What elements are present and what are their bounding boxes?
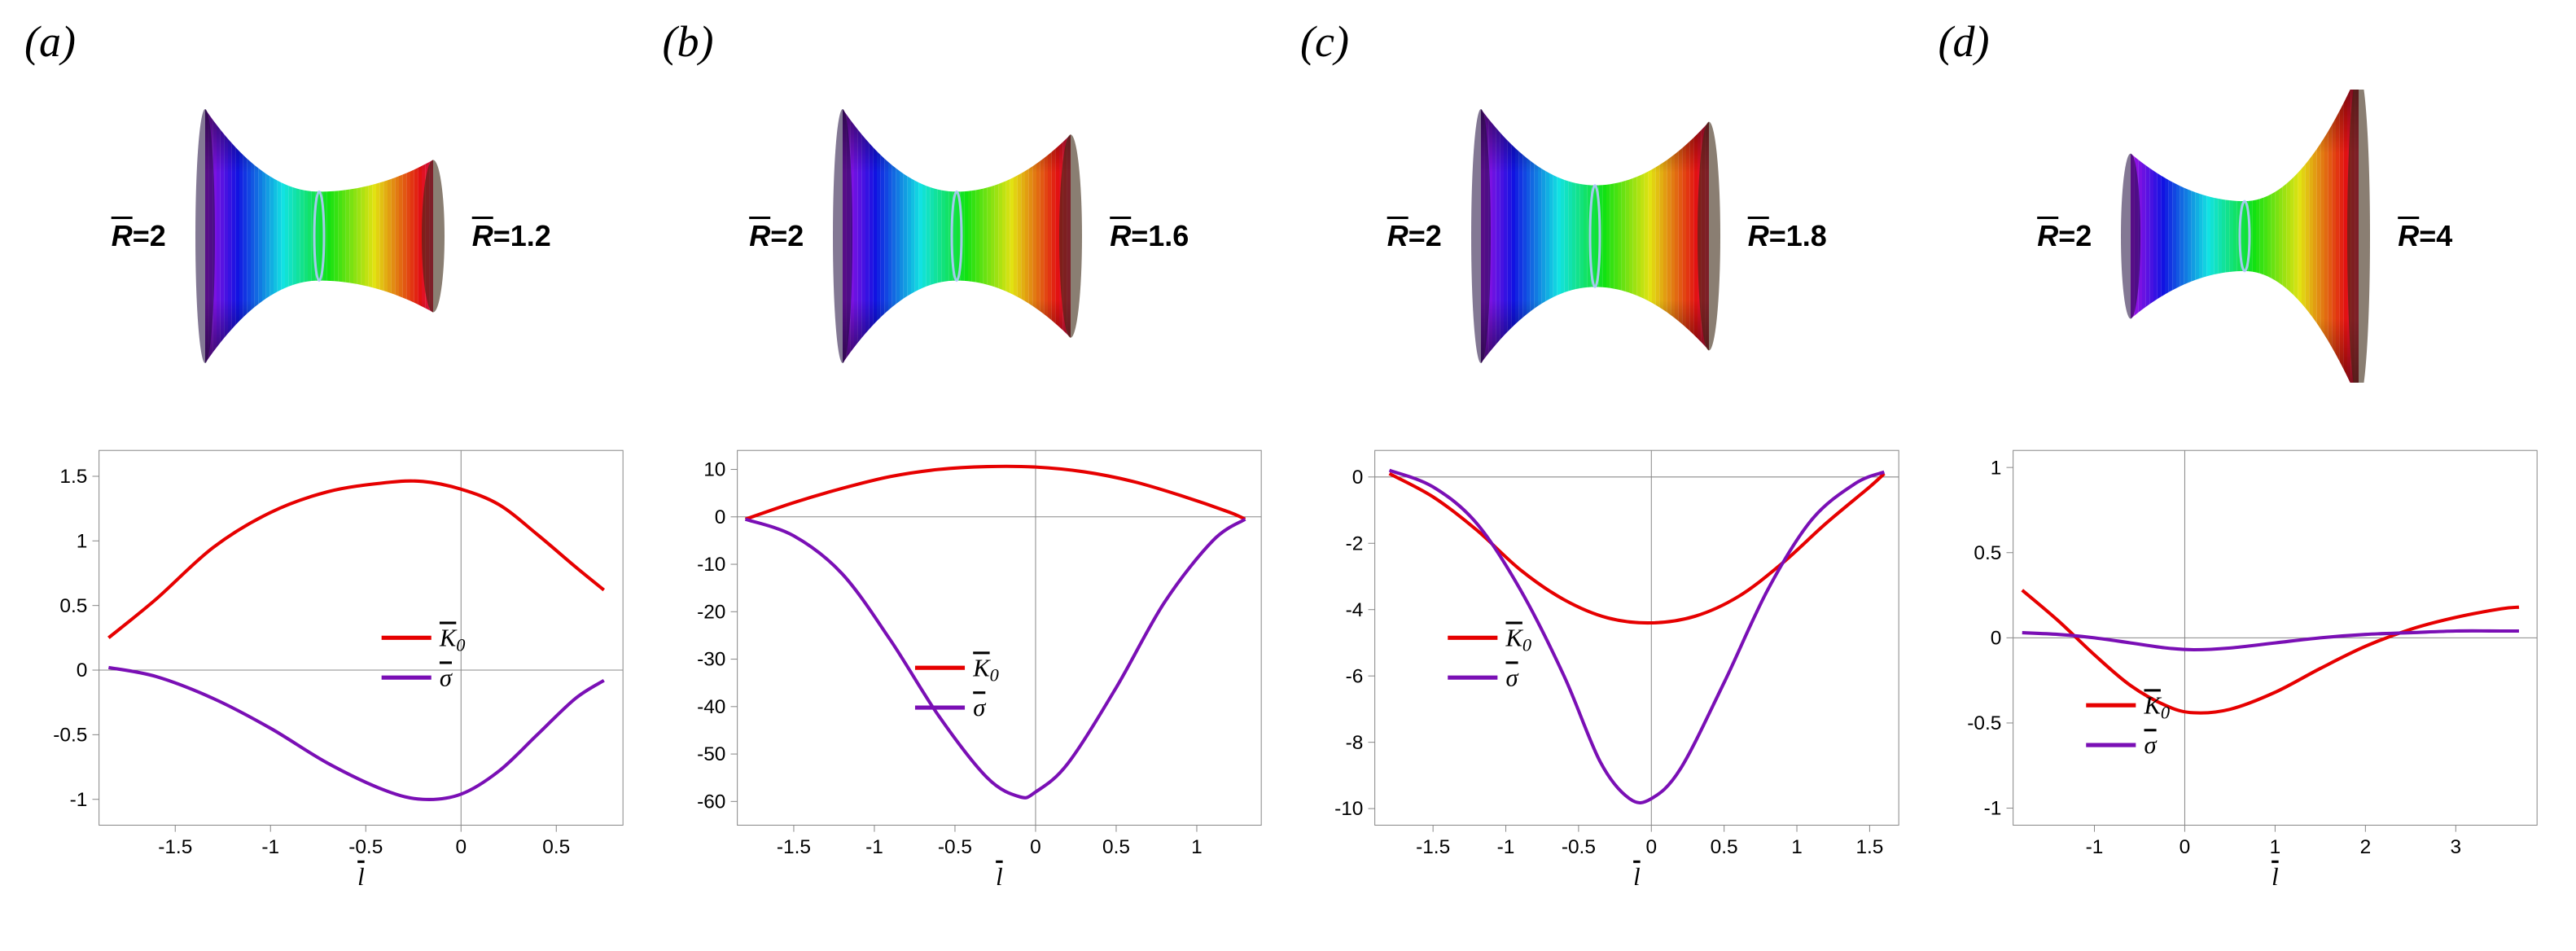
wormhole-shape [1448,90,1741,383]
svg-text:0.5: 0.5 [542,836,570,858]
wormhole-shape [173,90,466,383]
wormhole-shape [810,90,1103,383]
figure-grid: (a) R=2 R=1.2 -1.5 -1 -0.5 0 0.5 -1 -0.5 0 0.5 1 1.5 l… [24,16,2552,912]
svg-text:1.5: 1.5 [1855,836,1883,858]
chart-wrap: -1 0 1 2 3 -1 -0.5 0 0.5 1 l K0 σ [1939,423,2552,912]
svg-text:-4: -4 [1346,599,1364,621]
svg-text:-1.5: -1.5 [1416,836,1450,858]
shape-row: R=2 R=1.8 [1300,16,1914,423]
svg-text:-1: -1 [261,836,279,858]
chart: -1.5-1-0.500.511.5-10-8-6-4-20lK0σ [1300,423,1914,912]
svg-text:0: 0 [714,506,725,528]
svg-text:-60: -60 [697,791,725,813]
svg-text:K0: K0 [1505,625,1532,655]
r-label-right: R=1.8 [1748,219,1827,253]
svg-text:-10: -10 [1334,798,1363,820]
svg-text:0: 0 [77,660,88,681]
svg-text:σ: σ [440,664,453,691]
svg-text:-10: -10 [697,554,725,576]
svg-text:-8: -8 [1346,732,1364,754]
svg-text:0: 0 [455,836,467,858]
svg-text:0: 0 [1645,836,1657,858]
svg-text:-0.5: -0.5 [53,725,87,747]
svg-text:2: 2 [2359,836,2371,858]
svg-text:-2: -2 [1346,532,1364,554]
chart-wrap: -1.5-1-0.500.5-1-0.500.511.5lK0σ [24,423,638,912]
chart: -1 0 1 2 3 -1 -0.5 0 0.5 1 l K0 σ [1939,423,2552,912]
svg-text:0.5: 0.5 [59,595,87,617]
shape-row: R=2 R=4 [1939,16,2552,423]
r-label-left: R=2 [749,219,804,253]
svg-text:-1.5: -1.5 [158,836,192,858]
chart-wrap: -1.5-1-0.500.511.5-10-8-6-4-20lK0σ [1300,423,1914,912]
panel-top: (a) R=2 R=1.2 [24,16,638,423]
svg-text:1: 1 [2269,836,2280,858]
svg-text:σ: σ [973,694,987,721]
svg-text:-20: -20 [697,601,725,623]
svg-text:0: 0 [1352,467,1364,489]
panel-top: (c) R=2 R=1.8 [1300,16,1914,423]
panel-letter: (d) [1939,16,1990,67]
svg-text:-1: -1 [70,789,88,811]
panel-top: (d) R=2 R=4 [1939,16,2552,423]
svg-text:-1.5: -1.5 [776,836,810,858]
r-label-left: R=2 [2037,219,2092,253]
panel-letter: (b) [663,16,714,67]
panel: (d) R=2 R=4 -1 0 1 2 3 -1 -0.5 0 0.5 1 l K0 σ [1939,16,2552,912]
svg-text:l: l [1633,863,1640,891]
svg-text:-30: -30 [697,649,725,671]
svg-text:K0: K0 [2143,691,2170,722]
panel: (a) R=2 R=1.2 -1.5 -1 -0.5 0 0.5 -1 -0.5 0 0.5 1 1.5 l… [24,16,638,912]
svg-text:-0.5: -0.5 [937,836,971,858]
svg-text:-0.5: -0.5 [348,836,383,858]
panel: (b) R=2 R=1.6 -1.5 -1 -0.5 0 0.5 1 -60 -50 -40 -30 -2… [663,16,1277,912]
svg-text:1.5: 1.5 [59,466,87,488]
panel-letter: (a) [24,16,76,67]
shape-row: R=2 R=1.6 [663,16,1277,423]
svg-text:1: 1 [1791,836,1803,858]
panel-letter: (c) [1300,16,1349,67]
r-label-right: R=1.6 [1110,219,1189,253]
svg-text:0.5: 0.5 [1974,542,2001,564]
wormhole-shape [2098,90,2391,383]
svg-text:0: 0 [1030,836,1041,858]
svg-text:K0: K0 [972,654,999,685]
svg-text:σ: σ [2144,731,2158,759]
r-label-right: R=4 [2398,219,2452,253]
chart-wrap: -1.5 -1 -0.5 0 0.5 1 -60 -50 -40 -30 -20 -10 0 10 l K0 σ [663,423,1277,912]
svg-text:1: 1 [77,530,88,552]
shape-row: R=2 R=1.2 [24,16,638,423]
svg-text:-6: -6 [1346,665,1364,687]
svg-text:-1: -1 [865,836,883,858]
svg-text:1: 1 [1990,457,2001,479]
chart: -1.5 -1 -0.5 0 0.5 1 -60 -50 -40 -30 -20 -10 0 10 l K0 σ [663,423,1277,912]
svg-text:-1: -1 [1497,836,1515,858]
svg-text:l: l [357,863,364,891]
r-label-right: R=1.2 [472,219,551,253]
r-label-left: R=2 [112,219,166,253]
svg-text:10: 10 [703,459,725,481]
svg-text:σ: σ [1506,664,1520,691]
svg-text:-0.5: -0.5 [1562,836,1596,858]
svg-text:-1: -1 [1983,798,2001,820]
svg-text:-50: -50 [697,743,725,765]
svg-text:1: 1 [1191,836,1203,858]
svg-text:-1: -1 [2085,836,2103,858]
svg-text:0: 0 [2179,836,2190,858]
r-label-left: R=2 [1387,219,1442,253]
panel: (c) R=2 R=1.8 -1.5 -1 -0.5 0 0.5 1 1.5 -10 -8 -6 -4 -2… [1300,16,1914,912]
svg-text:0: 0 [1990,627,2001,649]
svg-text:-0.5: -0.5 [1967,712,2001,734]
panel-top: (b) R=2 R=1.6 [663,16,1277,423]
chart: -1.5-1-0.500.5-1-0.500.511.5lK0σ [24,423,638,912]
svg-text:0.5: 0.5 [1102,836,1129,858]
svg-text:0.5: 0.5 [1711,836,1738,858]
svg-text:l: l [996,863,1002,891]
svg-text:l: l [2272,863,2278,891]
svg-text:3: 3 [2450,836,2461,858]
svg-text:-40: -40 [697,696,725,718]
